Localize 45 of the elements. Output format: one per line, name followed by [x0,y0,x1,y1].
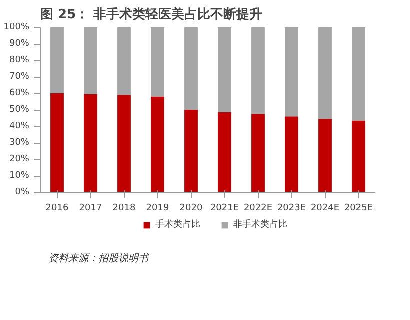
legend-label: 非手术类占比 [234,218,288,231]
bar [184,28,198,110]
bar [285,28,298,117]
bar [252,28,265,114]
y-tick-label: 0% [15,188,30,198]
x-tick-label: 2023E [277,204,306,214]
bar [318,119,332,192]
x-tick-label: 2022E [244,204,273,214]
bar [218,28,232,112]
y-tick-label: 40% [9,122,30,132]
bar [84,28,98,94]
text: 资料来源：招股说明书 [48,252,150,264]
bar [352,120,366,192]
bar [184,110,198,192]
x-tick-label: 2024E [310,204,340,214]
x-tick-label: 2025E [344,204,374,214]
chart-title: 图 25： 非手术类轻医美占比不断提升 [40,6,263,22]
x-tick-label: 2021E [210,204,240,214]
bar [218,112,232,192]
x-tick-label: 2019 [146,204,170,214]
bar [50,94,64,192]
bar [84,94,98,192]
bar [318,28,332,120]
bar [118,28,131,96]
y-tick-label: 80% [9,56,30,66]
x-tick-label: 2018 [112,204,136,214]
x-tick-label: 2017 [79,204,102,214]
y-tick-label: 90% [9,39,30,49]
bar [50,28,64,94]
bar [352,28,366,121]
bar [118,95,131,192]
y-tick-label: 30% [9,138,30,148]
y-tick-label: 70% [9,72,30,82]
bar [151,28,164,97]
y-tick-label: 60% [9,88,30,98]
bar [151,96,164,192]
bar [285,116,298,192]
bar [252,114,265,192]
y-tick-label: 100% [4,22,30,32]
x-tick-label: 2016 [46,204,69,214]
y-tick-label: 50% [9,105,30,115]
y-tick-label: 20% [9,154,30,164]
y-tick-label: 10% [9,171,30,181]
legend-label: 手术类占比 [156,218,200,231]
x-tick-label: 2020 [180,204,203,214]
